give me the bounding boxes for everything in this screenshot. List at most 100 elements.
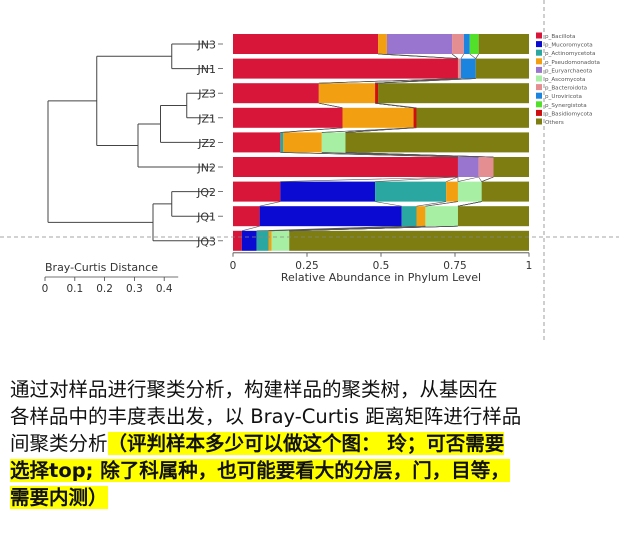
description-line-3-plain: 间聚类分析	[10, 432, 108, 455]
dendrogram-scale-label: 0.1	[66, 283, 83, 295]
connector-line	[475, 53, 479, 59]
x-tick-label: 0.75	[443, 260, 466, 272]
connector-line	[283, 127, 343, 133]
legend: p_Bacillota p_Mucoromycota p_Actinomycetot…	[536, 32, 600, 126]
highlight-note-1: （评判样本多少可以做这个图： 玲；可否需要	[107, 432, 505, 455]
bar-segment-jz2-p-ascomycota	[321, 132, 346, 153]
bar-segment-jq2-p-bacillota	[233, 181, 281, 202]
bar-segment-jn3-others	[478, 34, 529, 54]
bar-segment-jz1-p-basidiomycota	[413, 107, 417, 128]
highlight-note-3: 需要内测）	[10, 486, 108, 509]
bar-segment-jn1-p-bacteroidota	[457, 58, 461, 79]
bar-segment-jq3-p-ascomycota	[271, 230, 290, 251]
guide-lines	[0, 0, 619, 340]
connector-line	[378, 78, 476, 84]
connector-line	[318, 78, 458, 84]
bar-segment-jn2-p-euryarchaeota	[457, 157, 479, 177]
dendrogram-scale: Bray-Curtis Distance 0 0.1 0.2 0.3 0.4	[42, 261, 179, 295]
connector-line	[345, 152, 494, 158]
connector-line	[289, 225, 458, 232]
legend-swatch-p-actinomycetota	[536, 49, 542, 56]
description-line-1: 通过对样品进行聚类分析，构建样品的聚类树，从基因在	[10, 378, 498, 401]
legend-label-p-synergistota: p_Synergistota	[545, 103, 587, 109]
bar-segment-jn3-p-synergistota	[469, 34, 479, 54]
bar-segment-jq1-p-ascomycota	[425, 206, 458, 227]
sample-label-jz2: JZ2	[197, 137, 216, 150]
bar-segment-jq1-others	[457, 206, 529, 227]
bar-segment-jq2-p-ascomycota	[457, 181, 482, 202]
legend-label-p-actinomycetota: p_Actinomycetota	[545, 51, 595, 57]
bar-segment-jz1-p-pseudomonadota	[342, 107, 414, 128]
highlight-note-2: 选择top; 除了科属种，也可能要看大的分层，门，目等，	[10, 459, 510, 482]
bar-segment-jq2-others	[481, 181, 529, 202]
connector-line	[457, 176, 479, 182]
legend-label-p-ascomycota: p_Ascomycota	[545, 77, 585, 83]
x-axis: 0 0.25 0.5 0.75 1 Relative Abundance in Phylu…	[230, 252, 533, 284]
bar-segment-jq3-p-bacillota	[233, 230, 242, 251]
phylum-abundance-figure: JN3 JN1 JZ3 JZ1 JZ2 JN2 JQ2 JQ1 JQ3 0 0.25 0.5 0.75…	[0, 0, 619, 340]
dendrogram-scale-label: 0	[42, 283, 49, 295]
x-axis-title: Relative Abundance in Phylum Level	[281, 271, 481, 284]
x-tick-label: 1	[526, 260, 533, 272]
bar-segment-jn2-p-bacteroidota	[478, 157, 494, 177]
sample-label-jq3: JQ3	[196, 235, 216, 248]
connector-line	[481, 176, 494, 182]
bar-segment-jz1-p-bacillota	[233, 107, 343, 128]
legend-swatch-p-bacteroidota	[536, 84, 542, 91]
connector-line	[375, 201, 402, 207]
bar-segment-jq1-p-mucoromycota	[259, 206, 402, 227]
connector-line	[457, 201, 482, 207]
x-tick-label: 0.5	[373, 260, 390, 272]
legend-swatch-p-pseudomonadota	[536, 58, 542, 65]
x-tick-label: 0	[230, 260, 237, 272]
connector-line	[378, 102, 417, 109]
connector-line	[241, 225, 260, 232]
connector-line	[259, 201, 281, 207]
dendrogram-scale-title: Bray-Curtis Distance	[45, 261, 158, 274]
legend-swatch-others	[536, 118, 542, 125]
bar-segment-jz2-others	[345, 132, 529, 153]
legend-swatch-p-mucoromycota	[536, 41, 542, 48]
connector-line	[345, 127, 417, 133]
connector-line	[375, 102, 414, 109]
legend-label-p-euryarchaeota: p_Euryarchaeota	[545, 68, 592, 74]
connector-line	[318, 102, 343, 109]
description-line-3: 间聚类分析（评判样本多少可以做这个图： 玲；可否需要	[10, 430, 610, 457]
connector-line	[280, 176, 458, 182]
connector-line	[256, 225, 402, 232]
legend-swatch-p-euryarchaeota	[536, 66, 542, 73]
dendrogram	[47, 43, 213, 242]
bar-segment-jn1-p-bacillota	[233, 58, 458, 79]
legend-swatch-p-bacillota	[536, 32, 542, 39]
bar-segment-jn2-p-bacillota	[233, 157, 458, 177]
sample-label-jq1: JQ1	[196, 211, 216, 224]
dendrogram-scale-label: 0.3	[126, 283, 143, 295]
bar-segment-jz3-p-basidiomycota	[375, 83, 379, 104]
bar-segment-jn2-others	[493, 157, 529, 177]
bar-segment-jq1-p-pseudomonadota	[416, 206, 426, 227]
stacked-bar-chart: JN3 JN1 JZ3 JZ1 JZ2 JN2 JQ2 JQ1 JQ3	[196, 34, 529, 251]
bar-segment-jq2-p-pseudomonadota	[446, 181, 458, 202]
bar-segment-jz3-others	[378, 83, 529, 104]
bar-segment-jn3-p-bacteroidota	[452, 34, 464, 54]
bar-segment-jz2-p-pseudomonadota	[283, 132, 322, 153]
legend-swatch-p-synergistota	[536, 101, 542, 108]
bar-segment-jn1-p-uroviricota	[460, 58, 476, 79]
description-line-2: 各样品中的丰度表出发，以 Bray-Curtis 距离矩阵进行样品	[10, 405, 522, 428]
legend-label-others: Others	[545, 120, 564, 126]
dendrogram-scale-label: 0.2	[96, 283, 113, 295]
legend-label-p-bacteroidota: p_Bacteroidota	[545, 86, 587, 92]
bar-segment-jq1-p-bacillota	[233, 206, 260, 227]
description-text: 通过对样品进行聚类分析，构建样品的聚类树，从基因在 各样品中的丰度表出发，以 B…	[10, 376, 610, 511]
legend-label-p-mucoromycota: p_Mucoromycota	[545, 43, 593, 49]
bar-segment-jq1-p-actinomycetota	[401, 206, 417, 227]
connector-line	[271, 225, 426, 232]
connector-line	[460, 53, 465, 59]
legend-swatch-p-ascomycota	[536, 75, 542, 82]
bar-segment-jq2-p-mucoromycota	[280, 181, 376, 202]
legend-swatch-p-uroviricota	[536, 92, 542, 99]
sample-label-jq2: JQ2	[196, 186, 216, 199]
bar-segment-jn3-p-bacillota	[233, 34, 379, 54]
sample-label-jn2: JN2	[197, 162, 216, 175]
bar-segment-jz3-p-pseudomonadota	[318, 83, 376, 104]
